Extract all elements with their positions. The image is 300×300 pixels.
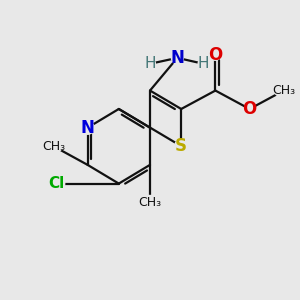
Ellipse shape: [44, 140, 62, 153]
Ellipse shape: [175, 140, 188, 153]
Text: O: O: [242, 100, 257, 118]
Ellipse shape: [198, 58, 209, 69]
Ellipse shape: [171, 52, 183, 64]
Text: N: N: [170, 49, 184, 67]
Text: CH₃: CH₃: [42, 140, 65, 153]
Ellipse shape: [244, 103, 255, 114]
Ellipse shape: [48, 177, 65, 190]
Ellipse shape: [210, 50, 221, 60]
Text: H: H: [144, 56, 156, 71]
Text: N: N: [81, 119, 94, 137]
Text: O: O: [208, 46, 223, 64]
Ellipse shape: [145, 58, 155, 69]
Ellipse shape: [81, 121, 94, 134]
Text: CH₃: CH₃: [272, 84, 295, 97]
Text: S: S: [175, 137, 187, 155]
Text: Cl: Cl: [48, 176, 64, 191]
Ellipse shape: [141, 196, 159, 208]
Ellipse shape: [274, 84, 293, 97]
Text: CH₃: CH₃: [138, 196, 162, 208]
Text: H: H: [198, 56, 209, 71]
